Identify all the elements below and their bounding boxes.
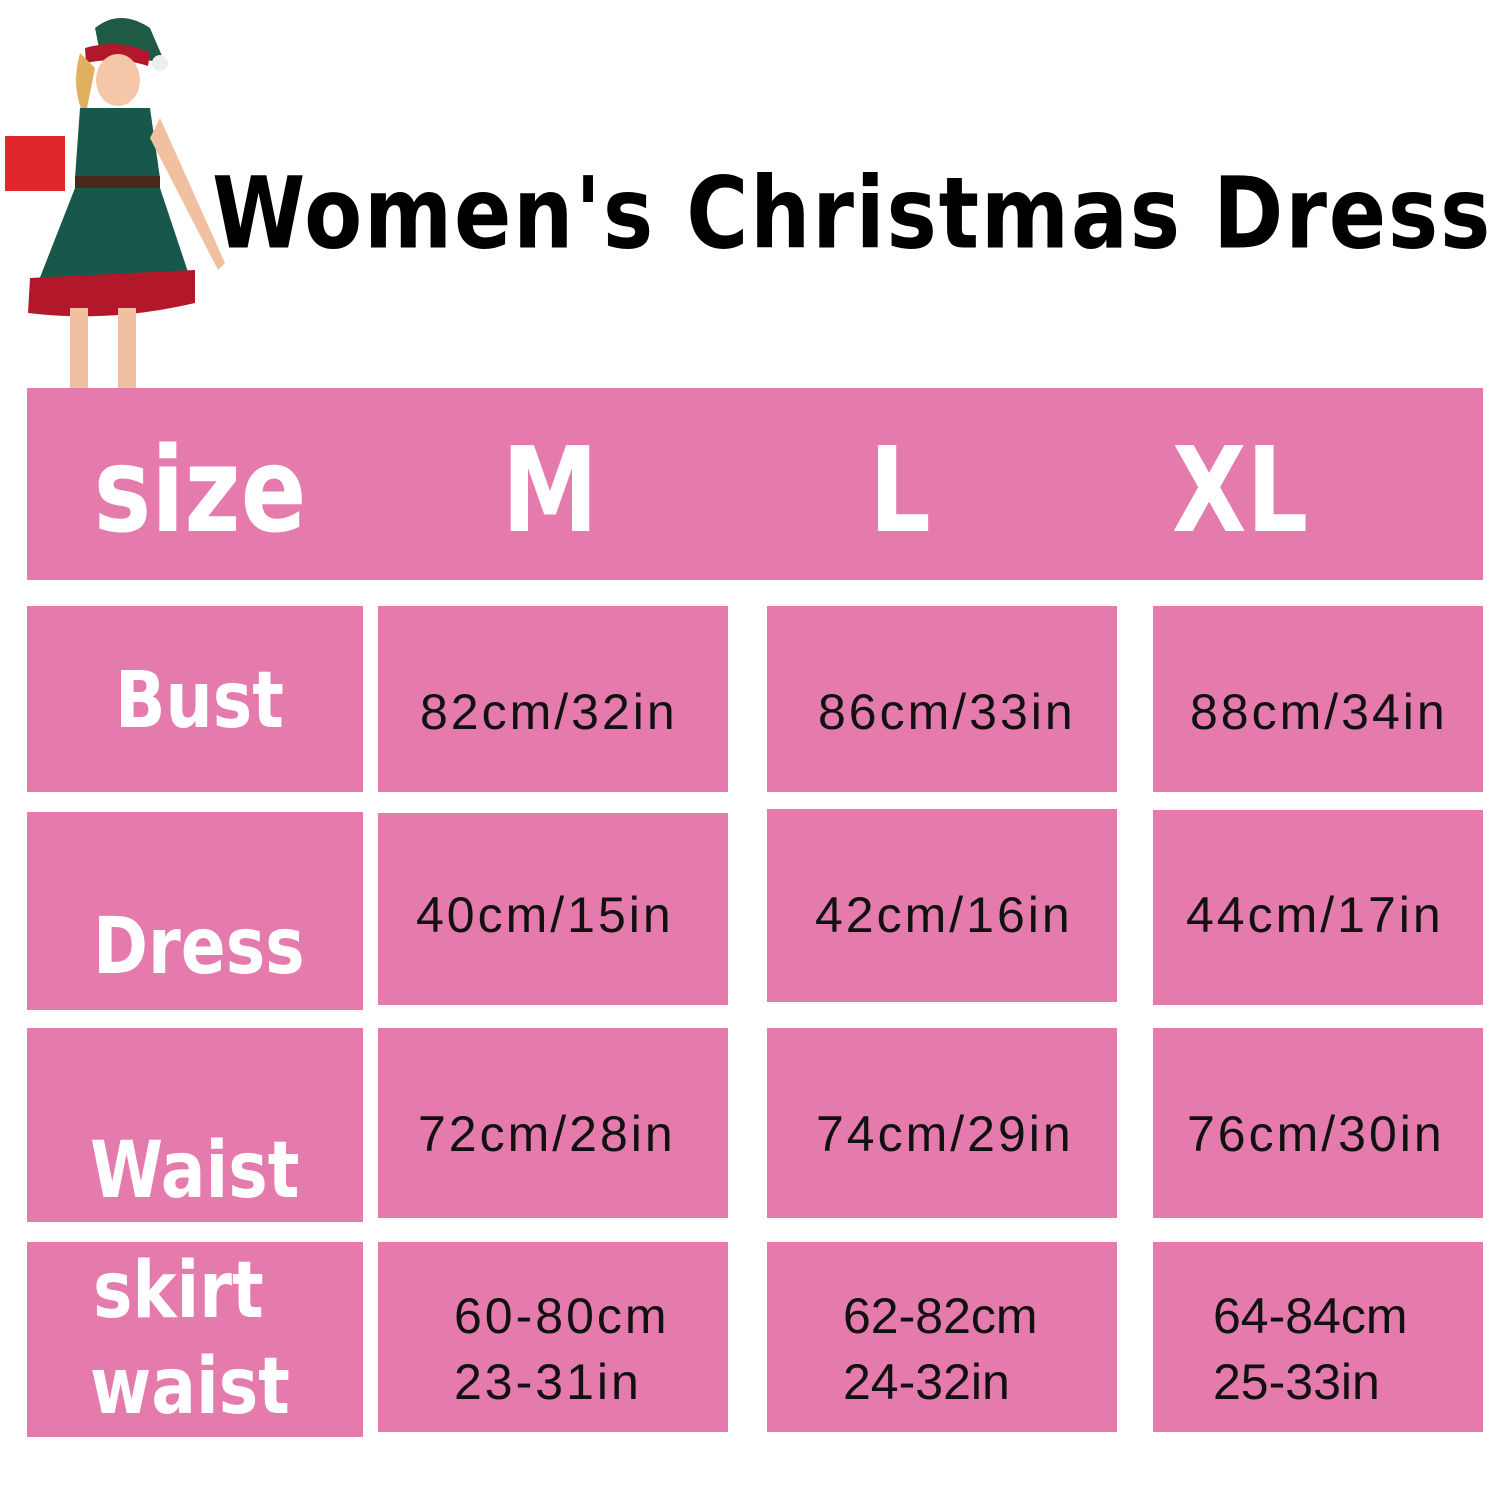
bust-xl: 88cm/34in [1190, 684, 1448, 740]
table-cell [378, 1242, 728, 1432]
row-label-cell-bust [27, 606, 363, 792]
table-cell [378, 1028, 728, 1218]
skirt-waist-l-in: 24-32in [843, 1354, 1010, 1410]
skirt-waist-xl-cm: 64-84cm [1213, 1288, 1408, 1344]
table-cell [767, 606, 1117, 792]
skirt-waist-m-in: 23-31in [454, 1354, 642, 1410]
table-cell [378, 813, 728, 1005]
row-label-cell-waist [27, 1028, 363, 1222]
table-cell [1153, 1028, 1483, 1218]
row-label-cell-skirt-waist [27, 1242, 363, 1437]
header-size-label: size [93, 421, 307, 559]
table-cell [767, 809, 1117, 1002]
row-label-dress: Dress [93, 902, 305, 992]
table-cell [378, 606, 728, 792]
model-photo-christmas-dress [5, 18, 225, 388]
skirt-waist-m-cm: 60-80cm [454, 1288, 670, 1344]
row-label-waist2: waist [90, 1342, 290, 1432]
table-cell [1153, 1242, 1483, 1432]
page-title: Women's Christmas Dress [212, 157, 1493, 272]
table-cell [767, 1242, 1117, 1432]
table-cell [767, 1028, 1117, 1218]
bust-m: 82cm/32in [420, 684, 678, 740]
header-size-l: L [869, 421, 931, 559]
dress-xl: 44cm/17in [1186, 887, 1444, 943]
row-label-waist: Waist [90, 1126, 300, 1216]
row-label-cell-dress [27, 812, 363, 1010]
dress-l: 42cm/16in [815, 887, 1073, 943]
row-label-bust: Bust [115, 656, 284, 746]
header-size-m: M [501, 421, 599, 559]
skirt-waist-xl-in: 25-33in [1213, 1354, 1380, 1410]
waist-xl: 76cm/30in [1187, 1106, 1445, 1162]
waist-l: 74cm/29in [816, 1106, 1074, 1162]
table-cell [1153, 606, 1483, 792]
size-header-band [27, 388, 1483, 580]
bust-l: 86cm/33in [818, 684, 1076, 740]
row-label-skirt: skirt [93, 1246, 264, 1336]
dress-m: 40cm/15in [416, 887, 674, 943]
header-size-xl: XL [1171, 421, 1309, 559]
table-cell [1153, 810, 1483, 1005]
skirt-waist-l-cm: 62-82cm [843, 1288, 1038, 1344]
waist-m: 72cm/28in [418, 1106, 676, 1162]
